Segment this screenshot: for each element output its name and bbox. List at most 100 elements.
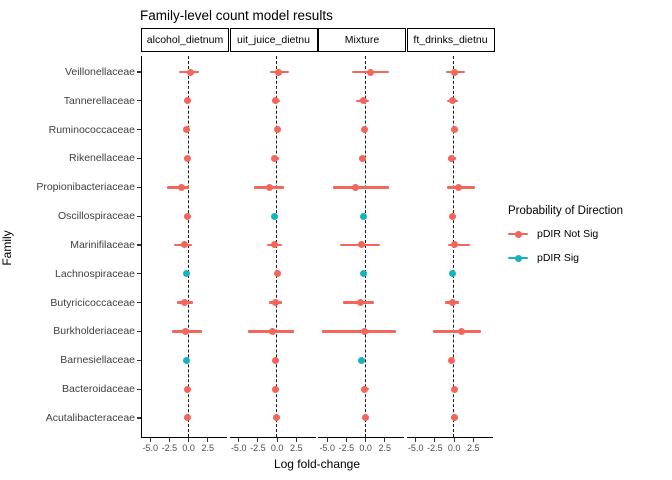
y-axis-tick — [137, 273, 141, 275]
point-not-sig — [182, 327, 190, 335]
zero-reference-line — [364, 56, 366, 437]
y-axis-label-family: Veillonellaceae — [64, 66, 135, 78]
x-axis-tick — [257, 438, 259, 442]
y-axis-tick — [137, 302, 141, 304]
point-not-sig — [182, 126, 190, 134]
legend-title: Probability of Direction — [508, 205, 624, 217]
x-axis-tick — [415, 438, 417, 442]
x-axis-tick-label: 0.0 — [447, 443, 461, 453]
point-not-sig — [358, 241, 366, 249]
x-axis-tick-label: 2.5 — [467, 443, 480, 453]
x-axis-tick-label: -5.0 — [407, 443, 424, 453]
error-bar — [321, 330, 397, 333]
y-axis-tick — [137, 417, 141, 419]
x-axis-tick-label: 2.5 — [201, 443, 215, 453]
point-not-sig — [265, 183, 273, 191]
x-axis-tick-label: 0.0 — [359, 443, 372, 453]
point-sig — [182, 356, 190, 364]
x-axis-tick-label: 2.5 — [378, 443, 392, 453]
point-not-sig — [271, 154, 279, 162]
x-axis-line — [141, 437, 227, 439]
point-sig — [358, 356, 366, 364]
y-axis-label-family: Lachnospiraceae — [55, 267, 135, 280]
point-sig — [182, 270, 190, 278]
x-axis-line — [318, 437, 404, 439]
point-not-sig — [450, 126, 458, 134]
point-not-sig — [269, 327, 276, 335]
point-not-sig — [360, 327, 368, 335]
legend: Probability of Direction pDIR Not Sig pD… — [508, 205, 623, 275]
error-bar — [333, 186, 389, 189]
facet-strip-label: ft_drinks_dietnu — [406, 28, 495, 52]
y-axis-label-family: Marinifilaceae — [70, 238, 135, 251]
legend-item-label: pDIR Sig — [537, 252, 580, 264]
y-axis-label-family: Propionibacteriaceae — [36, 181, 135, 194]
point-not-sig — [274, 270, 282, 278]
x-axis-tick — [276, 438, 278, 442]
y-axis-label-family: Acutalibacteraceae — [45, 411, 135, 424]
y-axis-label-family: Oscillospiraceae — [57, 210, 135, 223]
legend-item-label: pDIR Not Sig — [537, 228, 599, 240]
point-sig — [449, 270, 457, 278]
y-axis-tick — [137, 215, 141, 217]
y-axis-label-family: Butyricicoccaceae — [50, 296, 135, 309]
x-axis-tick — [384, 438, 386, 442]
facet-strip-label: uit_juice_dietnu — [229, 28, 318, 52]
point-not-sig — [183, 154, 191, 162]
plot-title: Family-level count model results — [140, 8, 333, 23]
point-not-sig — [361, 385, 369, 393]
x-axis-tick — [207, 438, 209, 442]
x-axis-tick-label: 0.0 — [270, 443, 284, 453]
point-not-sig — [183, 212, 191, 220]
point-not-sig — [457, 327, 465, 335]
point-not-sig — [455, 183, 463, 191]
y-axis-label-family: Barnesiellaceae — [60, 354, 135, 367]
point-not-sig — [272, 414, 280, 422]
legend-item-pdir-sig: pDIR Sig — [508, 251, 623, 265]
error-bar — [447, 243, 471, 247]
key-dot — [514, 230, 522, 238]
point-not-sig — [272, 97, 280, 105]
y-axis-tick — [137, 359, 141, 361]
point-not-sig — [183, 414, 191, 422]
point-not-sig — [359, 97, 367, 105]
facet-strip-label: alcohol_dietnum — [141, 28, 229, 52]
point-not-sig — [449, 97, 457, 105]
zero-reference-line — [187, 56, 189, 437]
point-sig — [271, 212, 279, 220]
y-axis-label-family: Ruminococcaceae — [48, 123, 135, 136]
y-axis-tick — [137, 186, 141, 188]
x-axis-tick — [238, 438, 240, 442]
x-axis-tick — [434, 438, 436, 442]
point-not-sig — [448, 356, 456, 364]
point-not-sig — [271, 241, 279, 249]
x-axis-tick — [453, 438, 455, 442]
point-not-sig — [356, 299, 364, 307]
point-not-sig — [186, 68, 194, 76]
x-axis-tick-label: -5.0 — [319, 443, 335, 453]
point-not-sig — [272, 299, 280, 307]
point-not-sig — [362, 414, 370, 422]
point-not-sig — [275, 68, 283, 76]
point-not-sig — [352, 183, 360, 191]
point-sig — [359, 270, 367, 278]
x-axis-tick — [326, 438, 328, 442]
y-axis-tick — [137, 330, 141, 333]
y-axis-tick — [137, 157, 141, 160]
x-axis-tick-label: 2.5 — [290, 443, 303, 453]
point-not-sig — [450, 385, 458, 393]
y-axis-tick — [137, 71, 141, 73]
point-not-sig — [360, 126, 368, 134]
point-not-sig — [272, 385, 280, 393]
point-not-sig — [366, 68, 374, 76]
point-not-sig — [272, 356, 280, 364]
y-axis-tick — [137, 100, 141, 102]
x-axis-tick — [345, 438, 347, 442]
x-axis-tick-label: -5.0 — [142, 443, 158, 453]
y-axis-line — [141, 56, 143, 437]
x-axis-tick-label: -2.5 — [427, 443, 443, 453]
facet-strip-label: Mixture — [318, 28, 406, 52]
x-axis-tick-label: -5.0 — [230, 443, 247, 453]
point-not-sig — [451, 241, 459, 249]
